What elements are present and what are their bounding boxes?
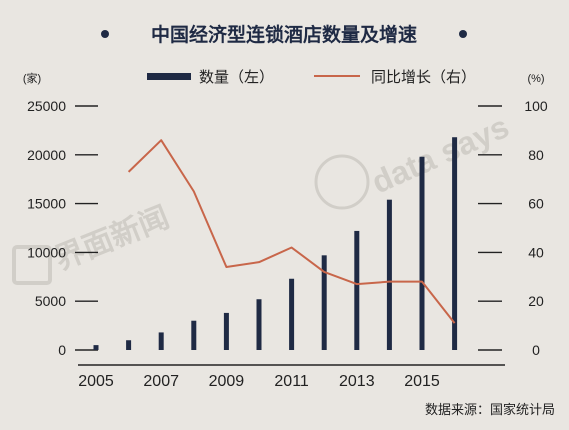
left-axis-tick-label: 5000 [35,293,66,309]
right-axis-unit: (%) [527,73,544,85]
left-axis-unit: (家) [23,71,41,85]
legend-bar-label: 数量（左） [199,69,274,86]
right-axis-tick-label: 100 [524,98,548,114]
left-axis-tick-label: 25000 [27,98,66,114]
bar [289,278,295,350]
right-axis: 0 20 40 60 80 100 [478,98,548,358]
x-axis: 2005 2007 2009 2011 2013 2015 [78,364,505,390]
bar [256,299,262,350]
left-axis-tick-label: 0 [58,342,66,358]
right-axis-tick-label: 0 [532,342,540,358]
x-axis-tick-label: 2009 [209,373,245,390]
x-axis-tick-label: 2005 [78,373,114,390]
x-axis-tick-label: 2007 [143,373,179,390]
right-axis-tick-label: 20 [528,293,544,309]
watermark-left: 界面新闻 [12,201,174,285]
title-bullet-left [101,30,109,38]
bar-series [93,137,458,350]
right-axis-tick-label: 40 [528,244,544,260]
bar [321,255,327,350]
chart-title: 中国经济型连锁酒店数量及增速 [151,23,417,46]
bar [354,230,360,350]
legend-bar-swatch [147,73,191,80]
bar [452,137,458,350]
title-bullet-right [459,30,467,38]
x-axis-tick-label: 2013 [339,373,375,390]
x-axis-tick-label: 2015 [404,373,440,390]
line-series [127,139,456,324]
bar [126,340,132,350]
bar [223,312,229,350]
right-axis-tick-label: 80 [528,147,544,163]
x-axis-tick-label: 2011 [274,373,309,390]
left-axis-tick-label: 10000 [27,244,66,260]
bar [419,156,425,350]
right-axis-tick-label: 60 [528,196,544,212]
bar [158,332,164,350]
bar [191,320,197,350]
svg-text:界面新闻: 界面新闻 [50,201,174,277]
left-axis: 0 5000 10000 15000 20000 25000 [27,98,98,358]
growth-line [127,139,456,324]
bar [386,199,392,350]
watermark-right: data says [314,108,514,210]
left-axis-tick-label: 15000 [27,196,66,212]
bar [93,345,99,350]
legend-line-label: 同比增长（右） [371,69,476,86]
source-note: 数据来源：国家统计局 [425,402,555,417]
left-axis-tick-label: 20000 [27,147,66,163]
